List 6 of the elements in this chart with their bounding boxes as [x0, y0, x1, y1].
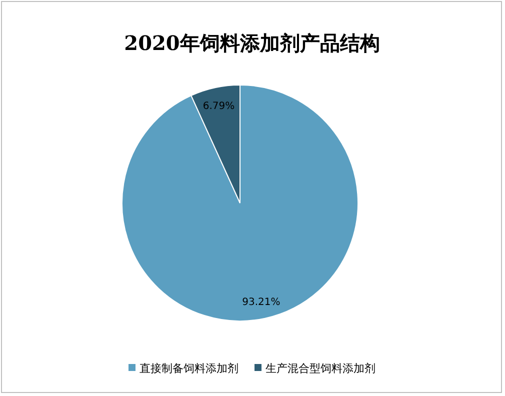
legend-label: 直接制备饲料添加剂	[140, 362, 238, 375]
legend-label: 生产混合型饲料添加剂	[266, 362, 376, 375]
data-label: 6.79%	[202, 100, 235, 112]
data-label: 93.21%	[242, 297, 280, 308]
chart-title: 2020年饲料添加剂产品结构	[124, 31, 380, 55]
pie-slice	[122, 84, 358, 322]
